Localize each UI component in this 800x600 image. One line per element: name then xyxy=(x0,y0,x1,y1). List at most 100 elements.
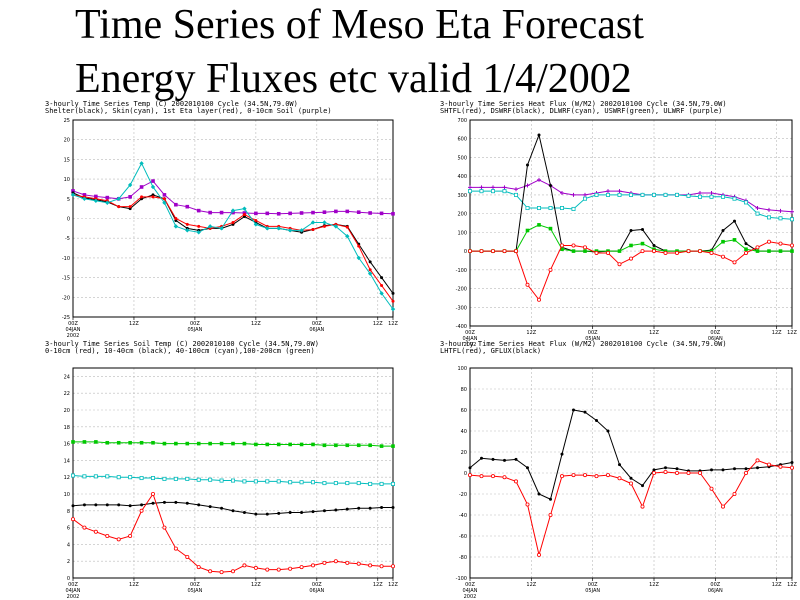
data-point xyxy=(140,503,144,507)
data-point xyxy=(140,195,144,199)
grid xyxy=(469,119,793,327)
data-point xyxy=(525,282,530,287)
data-point xyxy=(514,192,519,197)
data-point xyxy=(652,243,656,247)
series-3 xyxy=(70,161,396,312)
data-point xyxy=(618,463,621,467)
data-point xyxy=(230,478,235,483)
data-point xyxy=(502,475,507,480)
data-point xyxy=(778,249,783,253)
data-point xyxy=(733,219,736,223)
data-point xyxy=(231,509,235,513)
page-title-line-1: Time Series of Meso Eta Forecast xyxy=(75,2,644,48)
data-point xyxy=(253,222,259,227)
data-point xyxy=(196,565,201,570)
y-tick-label: 20 xyxy=(461,450,467,456)
data-point xyxy=(664,466,667,470)
data-point xyxy=(368,211,372,215)
data-point xyxy=(116,440,121,445)
data-point xyxy=(128,440,132,445)
data-point xyxy=(663,250,668,255)
data-point xyxy=(128,533,133,538)
data-point xyxy=(743,250,748,255)
data-point xyxy=(606,429,610,433)
data-point xyxy=(82,193,87,197)
data-point xyxy=(128,475,133,480)
y-tick-label: 5 xyxy=(67,197,70,203)
y-tick-label: 8 xyxy=(67,509,70,515)
x-tick-label: 2002 xyxy=(67,333,80,339)
data-point xyxy=(710,468,713,472)
data-point xyxy=(70,473,75,478)
y-tick-label: 80 xyxy=(461,387,467,393)
data-point xyxy=(207,224,213,229)
data-point xyxy=(390,481,395,486)
chart-title: 3-hourly Time Series Heat Flux (W/M2) 20… xyxy=(440,100,727,108)
data-point xyxy=(196,477,201,482)
data-point xyxy=(391,505,395,509)
data-point xyxy=(173,224,179,229)
chart-svg: -100-80-60-40-2002040608010000Z04JAN2002… xyxy=(456,366,798,600)
data-point xyxy=(709,194,714,199)
x-tick-label: 12Z xyxy=(373,582,383,588)
x-tick-label: 00Z xyxy=(710,330,720,336)
data-point xyxy=(368,563,373,568)
data-point xyxy=(322,560,327,565)
x-tick-label: 00Z xyxy=(190,321,200,327)
data-point xyxy=(333,481,338,486)
data-point xyxy=(379,564,384,569)
data-point xyxy=(219,441,224,446)
data-point xyxy=(617,189,622,194)
data-point xyxy=(334,209,338,214)
data-point xyxy=(526,163,529,167)
data-point xyxy=(368,481,373,486)
data-point xyxy=(345,560,350,565)
series-3 xyxy=(468,223,794,253)
data-point xyxy=(594,192,599,197)
data-point xyxy=(219,210,224,215)
x-tick-label: 12Z xyxy=(129,582,139,588)
data-point xyxy=(162,197,166,201)
data-point xyxy=(116,196,121,201)
grid xyxy=(469,367,793,579)
x-tick-label: 12Z xyxy=(388,321,398,327)
data-point xyxy=(514,249,519,254)
data-point xyxy=(345,443,350,448)
x-tick-label: 06JAN xyxy=(708,336,723,342)
y-tick-label: 10 xyxy=(64,492,70,498)
data-point xyxy=(709,191,714,196)
data-point xyxy=(479,249,484,254)
data-point xyxy=(721,468,725,472)
data-point xyxy=(185,441,190,446)
data-point xyxy=(617,476,622,481)
data-point xyxy=(709,250,714,255)
x-tick-label: 06JAN xyxy=(309,588,324,594)
data-point xyxy=(733,467,736,471)
data-point xyxy=(571,192,576,197)
page-title-line-2: Energy Fluxes etc valid 1/4/2002 xyxy=(75,56,632,102)
data-point xyxy=(310,563,315,568)
y-tick-label: 25 xyxy=(64,118,70,124)
y-tick-label: -200 xyxy=(456,287,467,293)
x-tick-label: 06JAN xyxy=(309,327,324,333)
data-point xyxy=(185,554,190,559)
data-point xyxy=(82,503,86,507)
data-point xyxy=(755,249,760,253)
data-point xyxy=(276,567,281,572)
x-tick-label: 04JAN xyxy=(463,336,478,342)
data-point xyxy=(549,184,552,188)
data-point xyxy=(116,537,121,542)
data-point xyxy=(357,244,361,248)
y-tick-label: -10 xyxy=(62,256,70,262)
data-point xyxy=(368,506,372,510)
chart-subtitle: LHTFL(red), GFLUX(black) xyxy=(440,347,542,355)
series-0 xyxy=(468,408,794,501)
data-point xyxy=(288,442,292,447)
x-tick-label: 12Z xyxy=(649,582,659,588)
data-point xyxy=(391,299,395,303)
data-point xyxy=(697,470,702,475)
data-point xyxy=(640,504,645,509)
data-point xyxy=(583,249,587,253)
x-tick-label: 2002 xyxy=(464,594,477,600)
data-point xyxy=(391,444,395,448)
